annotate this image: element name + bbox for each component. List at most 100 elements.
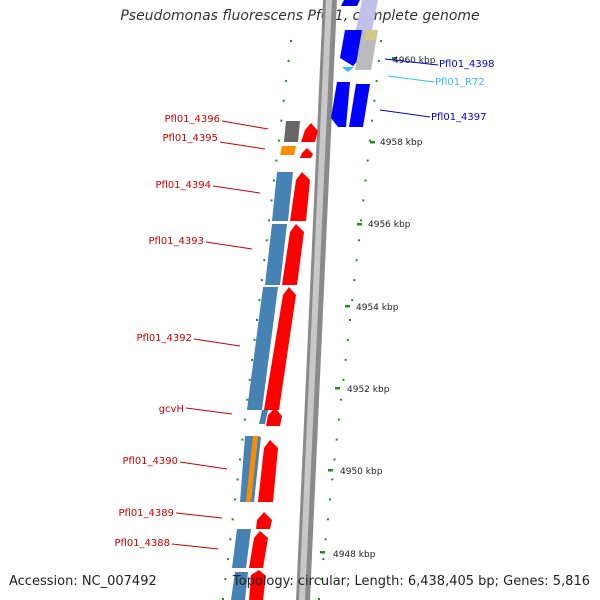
gene-gcvh <box>266 408 282 426</box>
scale-dot <box>268 219 271 222</box>
gene-label: Pfl01_4393 <box>148 236 204 247</box>
scale-dot <box>258 299 261 302</box>
scale-dot <box>256 319 258 321</box>
scale-dot <box>346 338 349 341</box>
gene-label: Pfl01_4388 <box>114 538 170 549</box>
scale-dot <box>324 538 327 541</box>
gene-gcvh-blue <box>259 410 268 424</box>
scale-dot <box>357 239 360 242</box>
scale-dot <box>270 199 273 202</box>
scale-dot <box>320 578 323 581</box>
gene-top-khaki <box>364 30 378 40</box>
gene-top-blue <box>341 0 360 6</box>
outer-scale-track <box>318 40 382 600</box>
scale-dot <box>351 299 354 302</box>
tick-label: 4948 kbp <box>333 550 376 560</box>
scale-dot <box>322 558 325 561</box>
gene-pfl01-4390 <box>258 440 278 502</box>
scale-dot <box>355 259 358 262</box>
scale-dot <box>239 458 241 461</box>
gene-bottom-blue <box>231 572 248 600</box>
scale-dot <box>248 378 251 381</box>
tick-label: 4952 kbp <box>347 385 390 395</box>
gene-pfl01-4392 <box>264 287 296 410</box>
scale-dot <box>241 438 244 441</box>
accession-text: Accession: NC_007492 <box>9 574 157 589</box>
gene-pfl01-4389 <box>256 512 272 529</box>
scale-dot <box>253 338 256 341</box>
scale-dot <box>246 398 249 401</box>
scale-dot <box>380 40 382 42</box>
gene-pfl01-4388 <box>249 531 268 568</box>
inner-scale-track <box>222 40 292 600</box>
scale-ticks: 4960 kbp 4958 kbp 4956 kbp 4954 kbp 4952… <box>320 56 436 560</box>
gene-label: Pfl01_4394 <box>155 180 211 191</box>
tick-label: 4950 kbp <box>340 467 383 477</box>
scale-dot <box>342 378 345 381</box>
tick-label: 4956 kbp <box>368 220 411 230</box>
gene-label: Pfl01_4392 <box>136 333 192 344</box>
scale-dot <box>360 219 363 222</box>
tick-label: 4960 kbp <box>393 56 436 66</box>
scale-dot <box>353 279 356 282</box>
genome-title: Pseudomonas fluorescens Pf0-1, complete … <box>120 8 480 24</box>
scale-dot <box>236 478 239 481</box>
scale-dot <box>287 59 290 62</box>
gene-pfl01-4394 <box>290 172 310 221</box>
left-gene-labels: Pfl01_4396 Pfl01_4395 Pfl01_4394 Pfl01_4… <box>114 114 269 550</box>
scale-dot <box>375 79 378 82</box>
scale-dot <box>344 358 347 361</box>
gene-bottom-red <box>249 570 266 600</box>
scale-dot <box>318 598 320 600</box>
gene-pfl01-4393-blue <box>265 224 287 285</box>
gene-pfl01-4396-grey <box>284 121 300 142</box>
tick-label: 4958 kbp <box>380 138 423 148</box>
scale-dot <box>326 518 329 521</box>
scale-dot <box>366 159 369 162</box>
gene-label: gcvH <box>159 404 184 415</box>
scale-dot <box>368 139 371 142</box>
scale-dot <box>364 179 367 182</box>
genome-backbone <box>296 0 337 600</box>
gene-label: Pfl01_4398 <box>439 59 495 70</box>
gene-label: Pfl01_4397 <box>431 112 487 123</box>
scale-dot <box>265 239 268 242</box>
gene-pfl01-4392-blue <box>247 287 278 410</box>
scale-dot <box>282 99 285 102</box>
scale-dot <box>335 438 338 441</box>
gene-pfl01-4395 <box>300 148 313 158</box>
topology-text: Topology: circular; Length: 6,438,405 bp… <box>232 574 590 589</box>
scale-dot <box>362 199 365 202</box>
scale-dot <box>349 319 351 321</box>
scale-dot <box>340 398 343 401</box>
scale-dot <box>377 59 380 62</box>
scale-dot <box>273 179 275 182</box>
gene-pfl01-4397-b <box>349 84 370 127</box>
rna-pfl01-r72 <box>342 67 354 72</box>
scale-dot <box>337 418 340 421</box>
scale-dot <box>331 478 334 481</box>
scale-dot <box>285 79 288 82</box>
scale-dot <box>234 498 237 501</box>
scale-dot <box>226 558 229 561</box>
tick-label: 4954 kbp <box>356 303 399 313</box>
gene-pfl01-4396 <box>301 123 318 142</box>
gene-label: Pfl01_4395 <box>162 133 218 144</box>
gene-pfl01-4394-blue <box>272 172 293 221</box>
gene-label: Pfl01_4389 <box>118 508 174 519</box>
gene-label: Pfl01_R72 <box>435 77 485 88</box>
gene-pfl01-4397-a <box>331 82 350 127</box>
gene-pfl01-4388-blue <box>232 529 251 568</box>
scale-dot <box>263 259 266 262</box>
top-features <box>331 0 378 127</box>
gene-features <box>231 121 318 600</box>
scale-dot <box>333 458 336 461</box>
scale-dot <box>222 598 224 600</box>
scale-dot <box>373 99 376 102</box>
scale-dot <box>231 518 234 521</box>
scale-dot <box>243 418 246 421</box>
gene-top-lavender <box>356 0 378 30</box>
gene-pfl01-4398 <box>340 30 363 66</box>
scale-dot <box>224 578 227 581</box>
